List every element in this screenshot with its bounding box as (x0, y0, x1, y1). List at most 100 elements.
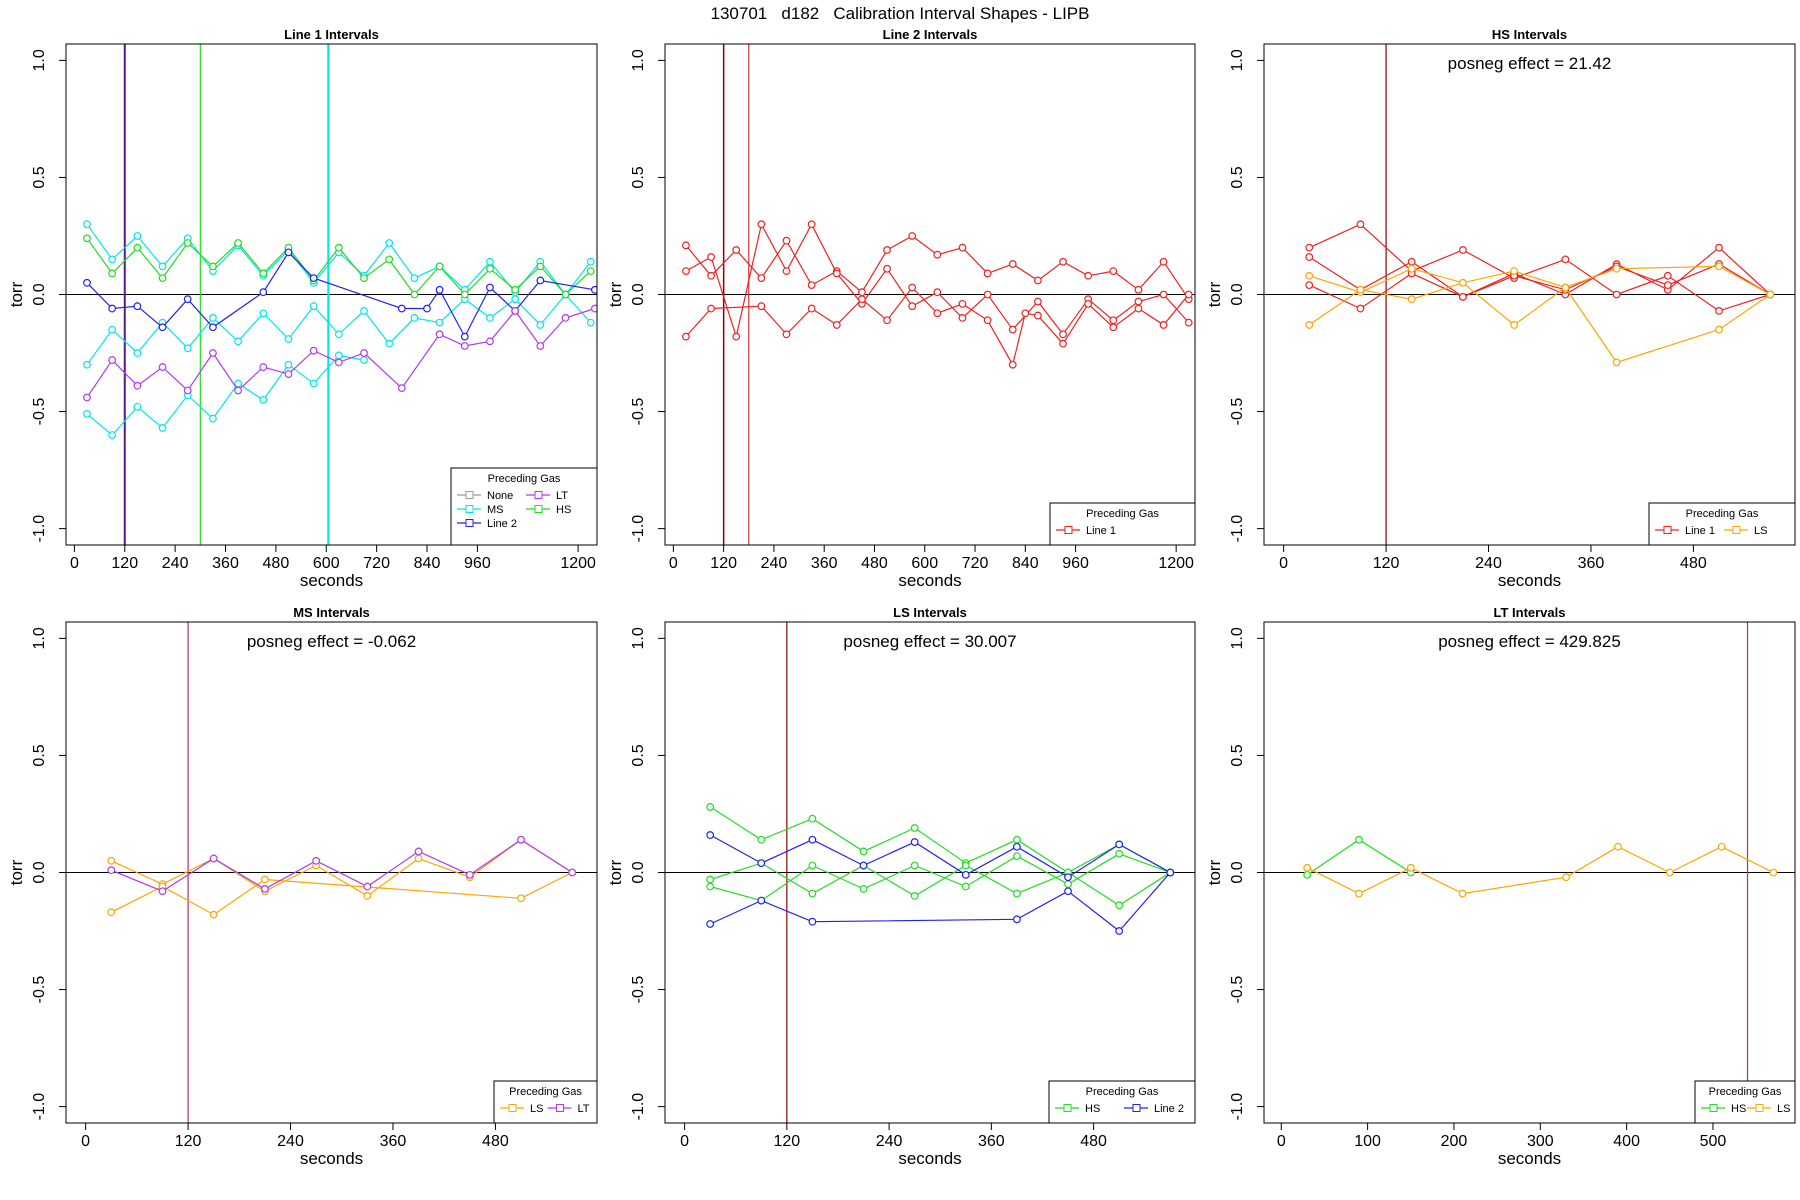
data-point (536, 276, 545, 285)
data-point (1305, 253, 1314, 261)
data-point (1663, 271, 1672, 280)
y-tick-label: 0.5 (31, 744, 48, 766)
data-point (83, 278, 91, 287)
data-point (385, 339, 394, 348)
plot-frame (1263, 621, 1796, 1124)
legend-label: Line 1 (1086, 525, 1116, 537)
x-tick-label: 1200 (560, 555, 596, 572)
x-tick-label: 120 (111, 555, 138, 572)
plot-area (1264, 44, 1795, 545)
x-tick-label: 240 (277, 1133, 304, 1150)
data-point (234, 239, 243, 247)
data-point (517, 894, 525, 903)
legend-title: Preceding Gas (1709, 1086, 1782, 1098)
data-point (158, 274, 167, 283)
data-point (1665, 868, 1674, 877)
legend-item: None (457, 490, 513, 502)
data-point (460, 290, 469, 299)
plot-area (665, 44, 1195, 545)
legend-box (493, 1080, 598, 1124)
data-point (883, 264, 891, 273)
legend-item: Line 2 (457, 518, 517, 530)
plot-frame (65, 621, 598, 1124)
data-point (961, 882, 970, 891)
y-tick-label: 1.0 (31, 49, 48, 71)
y-tick-label: -1.0 (630, 515, 647, 543)
data-point (1458, 889, 1467, 898)
y-tick-label: -1.0 (1229, 1093, 1246, 1121)
data-point (1766, 290, 1775, 299)
data-point (334, 358, 343, 367)
legend-label: LT (578, 1103, 590, 1115)
data-point (309, 302, 318, 311)
y-tick-label: 0.5 (1229, 166, 1246, 188)
chart-panel-lt: LT Intervals 0 100 200 300 400 500 seconds -1.0 -… (1205, 605, 1796, 1168)
data-point (261, 884, 269, 893)
posneg-annotation: posneg effect = -0.062 (247, 632, 416, 651)
data-point (1013, 842, 1021, 851)
legend-swatch-marker (1064, 526, 1073, 534)
legend-item: LT (526, 490, 568, 502)
series-line (110, 838, 573, 892)
x-tick-label: 300 (1527, 1133, 1554, 1150)
data-point (1184, 318, 1193, 327)
data-point (1612, 290, 1621, 299)
data-point (958, 243, 967, 252)
data-point (360, 356, 368, 364)
data-point (1355, 889, 1363, 898)
legend: Preceding Gas None LT MS HS Line 2 (450, 467, 598, 546)
posneg-annotation: posneg effect = 429.825 (1438, 632, 1621, 651)
x-tick-label: 0 (81, 1133, 90, 1150)
data-point (108, 304, 117, 313)
data-point (133, 302, 142, 311)
chart-panels: Line 1 Intervals 0 120 240 360 480 600 720 840 96… (7, 27, 1796, 1168)
data-point (1109, 267, 1118, 275)
data-point (983, 316, 992, 325)
data-point (859, 847, 868, 856)
data-point (309, 379, 318, 388)
legend-label: LS (1777, 1103, 1790, 1115)
data-point (107, 866, 116, 875)
chart-panel-line1: Line 1 Intervals 0 120 240 360 480 600 720 840 96… (7, 27, 598, 590)
data-point (757, 302, 766, 311)
data-point (1562, 873, 1571, 882)
data-point (209, 414, 217, 423)
data-point (410, 274, 419, 283)
data-point (682, 332, 690, 341)
data-point (561, 290, 570, 299)
data-point (958, 314, 967, 322)
data-point (757, 274, 766, 283)
data-point (859, 861, 868, 870)
x-tick-label: 1200 (1158, 555, 1194, 572)
chart-title: HS Intervals (1492, 27, 1567, 42)
x-tick-label: 720 (962, 555, 989, 572)
data-point (397, 304, 406, 313)
data-point (1715, 243, 1723, 252)
x-tick-label: 480 (482, 1133, 509, 1150)
data-point (517, 835, 525, 844)
data-point (1115, 840, 1124, 849)
series-line (709, 806, 1171, 874)
data-point (1407, 257, 1416, 266)
y-tick-label: 0.0 (1229, 283, 1246, 305)
data-point (1059, 339, 1067, 348)
series-line (86, 307, 596, 398)
data-point (1715, 262, 1723, 271)
y-tick-label: 1.0 (31, 627, 48, 649)
data-point (183, 295, 192, 304)
legend-box (1048, 1080, 1196, 1124)
legend-swatch-marker (465, 519, 474, 527)
series-line (1308, 263, 1771, 310)
series-line (86, 354, 365, 436)
data-point (808, 814, 817, 823)
legend-swatch-marker (1732, 526, 1741, 534)
x-tick-label: 200 (1441, 1133, 1468, 1150)
data-point (1059, 257, 1067, 266)
data-point (1612, 264, 1621, 273)
data-point (83, 393, 91, 402)
data-point (757, 896, 766, 905)
data-point (586, 267, 595, 275)
data-point (1109, 316, 1118, 325)
legend-item: MS (457, 504, 504, 516)
data-point (108, 356, 117, 364)
